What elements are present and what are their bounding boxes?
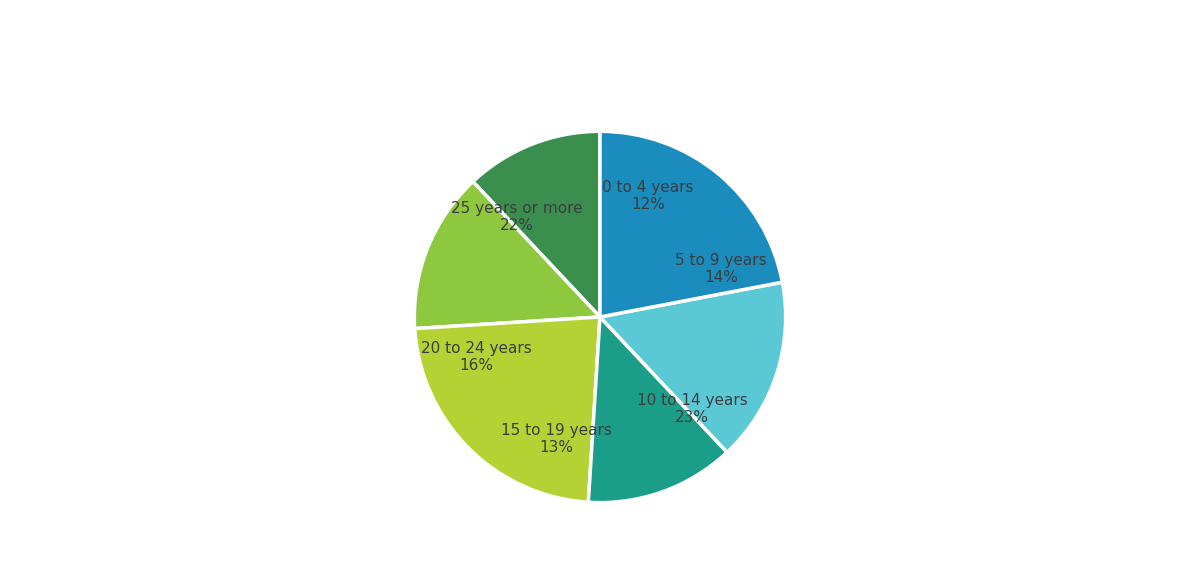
Text: 25 years or more
22%: 25 years or more 22%	[451, 200, 583, 233]
Text: 20 to 24 years
16%: 20 to 24 years 16%	[421, 341, 532, 374]
Wedge shape	[473, 131, 600, 317]
Text: H: H	[6, 20, 22, 38]
Text: 0 to 4 years
12%: 0 to 4 years 12%	[602, 180, 694, 212]
Wedge shape	[600, 282, 786, 452]
Text: 10 to 14 years
23%: 10 to 14 years 23%	[636, 393, 748, 425]
Wedge shape	[414, 182, 600, 329]
Wedge shape	[600, 131, 782, 317]
Text: 15 to 19 years
13%: 15 to 19 years 13%	[500, 423, 612, 456]
Text: 5 to 9 years
14%: 5 to 9 years 14%	[676, 253, 767, 285]
Wedge shape	[588, 317, 727, 503]
Wedge shape	[415, 317, 600, 502]
